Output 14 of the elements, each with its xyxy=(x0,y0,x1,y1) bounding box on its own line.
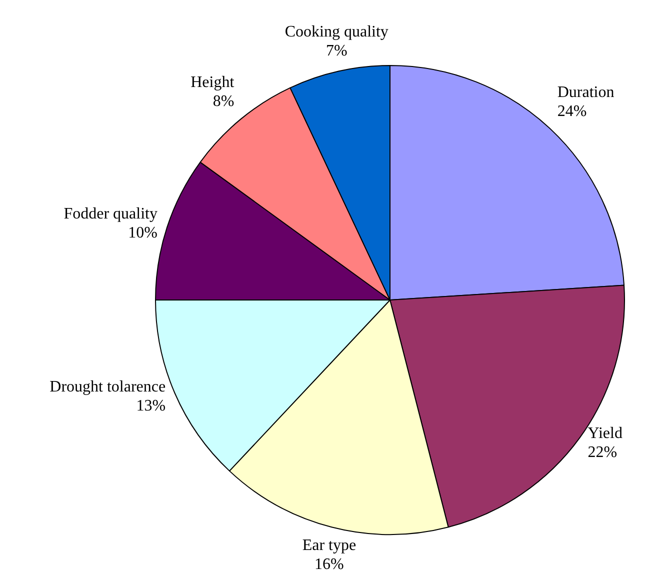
slice-label: Cooking quality xyxy=(284,24,388,41)
slice-label: Drought tolarence xyxy=(50,378,166,396)
data-label: 13% xyxy=(136,397,166,414)
data-label: 16% xyxy=(314,556,344,574)
slice-label: Height xyxy=(190,74,235,91)
data-label: 8% xyxy=(212,92,234,110)
data-label: 24% xyxy=(557,102,587,120)
data-label: 10% xyxy=(128,224,158,242)
slice-label: Yield xyxy=(588,424,622,442)
slice-label: Duration xyxy=(557,84,614,101)
data-label: 7% xyxy=(326,42,348,60)
slice-label: Ear type xyxy=(302,537,356,554)
slice-label: Fodder quality xyxy=(64,206,158,223)
data-label: 22% xyxy=(588,444,618,461)
